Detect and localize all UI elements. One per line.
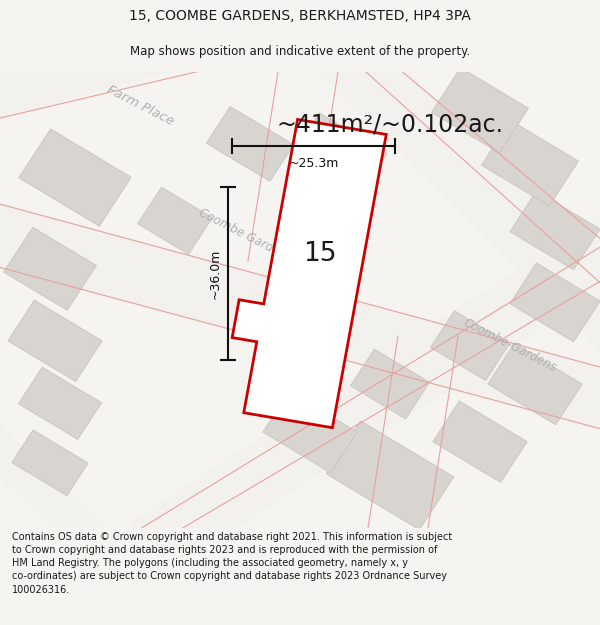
Text: 15: 15 [303,241,337,268]
Polygon shape [0,419,114,561]
Polygon shape [263,391,357,472]
Polygon shape [482,121,578,206]
Polygon shape [132,214,600,573]
Polygon shape [19,129,131,226]
Text: Coombe-Gardens: Coombe-Gardens [461,316,559,375]
Polygon shape [0,200,600,433]
Polygon shape [488,343,582,425]
Polygon shape [431,68,529,153]
Polygon shape [0,0,359,121]
Polygon shape [326,421,454,530]
Text: Farm Place: Farm Place [104,83,176,128]
Polygon shape [232,119,386,428]
Polygon shape [137,187,212,254]
Text: ~25.3m: ~25.3m [289,157,338,169]
Polygon shape [510,191,600,270]
Polygon shape [12,430,88,496]
Polygon shape [206,106,294,181]
Text: Map shows position and indicative extent of the property.: Map shows position and indicative extent… [130,45,470,58]
Polygon shape [433,401,527,482]
Text: ~36.0m: ~36.0m [209,248,221,299]
Text: ~411m²/~0.102ac.: ~411m²/~0.102ac. [277,112,503,137]
Polygon shape [510,263,600,342]
Polygon shape [8,300,102,381]
Text: Coombe Gardens: Coombe Gardens [196,206,293,264]
Text: Contains OS data © Crown copyright and database right 2021. This information is : Contains OS data © Crown copyright and d… [12,532,452,594]
Polygon shape [257,0,600,368]
Polygon shape [4,228,97,310]
Polygon shape [19,367,101,439]
Polygon shape [431,311,509,381]
Text: 15, COOMBE GARDENS, BERKHAMSTED, HP4 3PA: 15, COOMBE GARDENS, BERKHAMSTED, HP4 3PA [129,9,471,22]
Polygon shape [293,112,387,194]
Polygon shape [350,349,430,419]
